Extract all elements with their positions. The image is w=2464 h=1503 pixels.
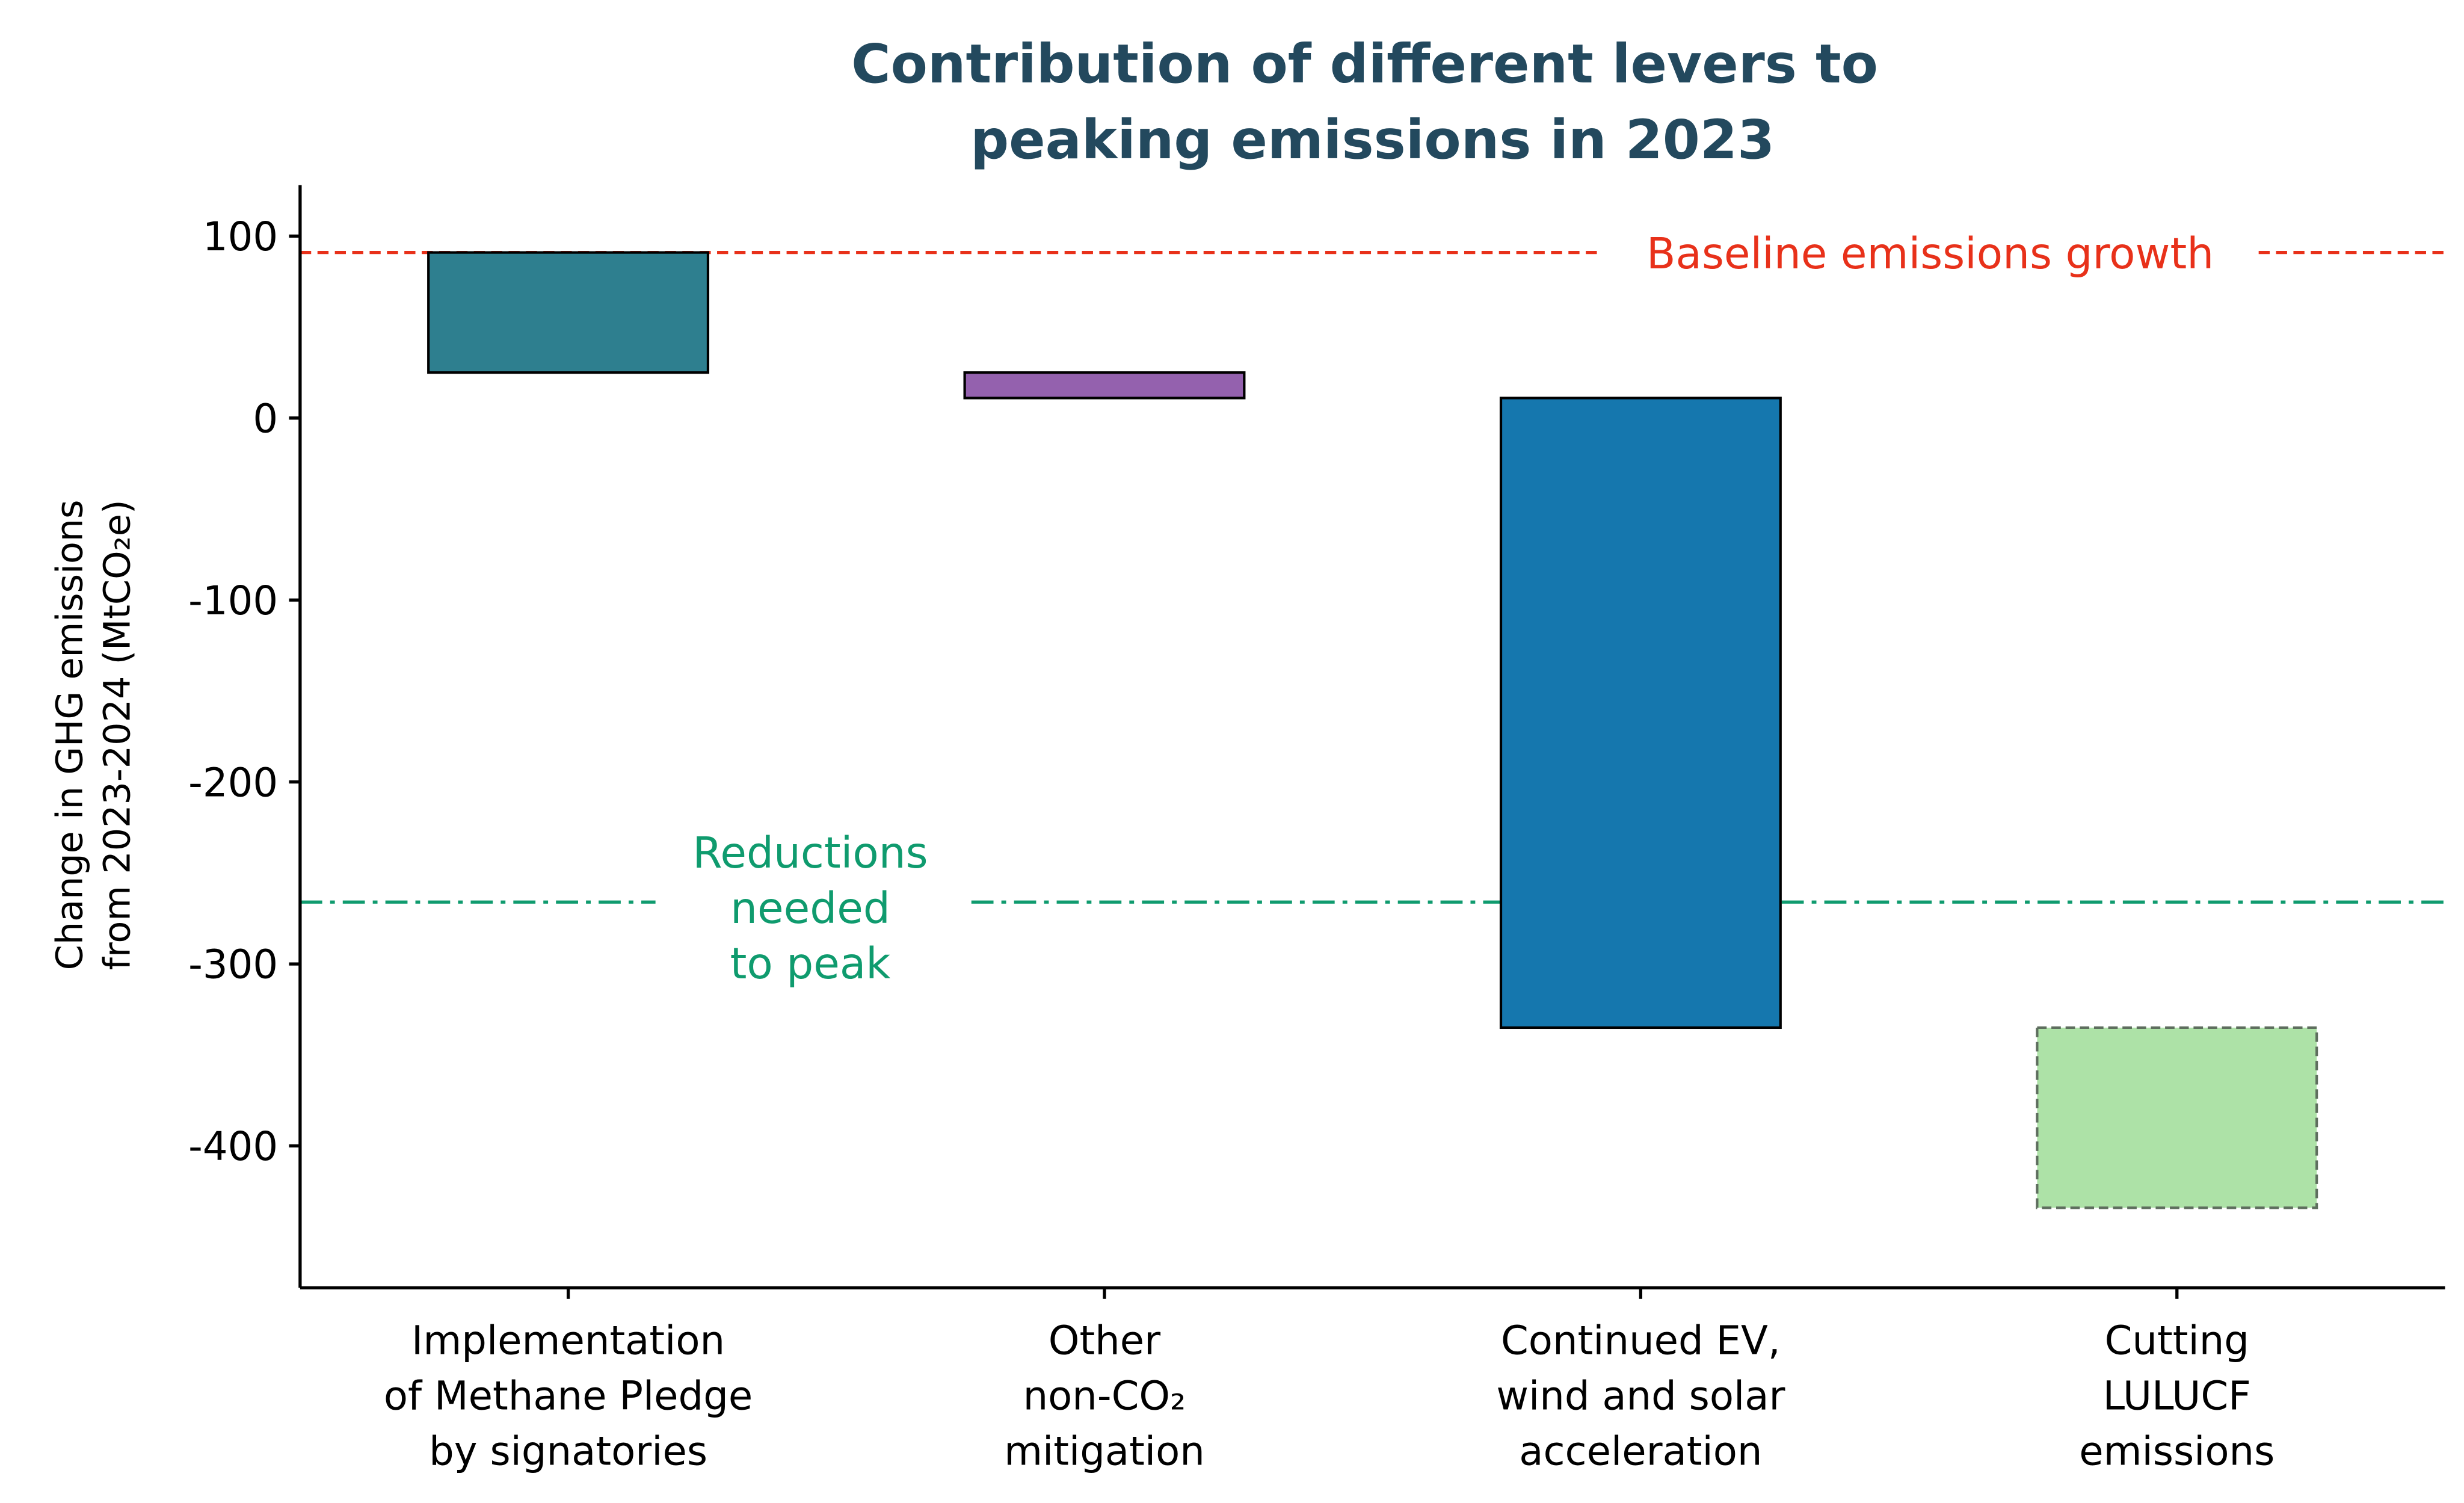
reductions-label: to peak [730,939,891,989]
bar-0 [427,251,710,374]
x-tick-label: of Methane Pledge [384,1374,753,1419]
y-tick-label: 0 [253,396,278,442]
baseline-label: Baseline emissions growth [1646,229,2214,279]
x-tick-label: Continued EV, [1501,1318,1781,1364]
bar-1 [963,371,1246,400]
y-tick-label: -300 [188,942,278,988]
y-tick-label: -100 [188,578,278,624]
x-tick-label: emissions [2079,1428,2275,1474]
x-tick-label: wind and solar [1496,1374,1785,1419]
title-line-2: peaking emissions in 2023 [970,109,1775,171]
chart-title: Contribution of different levers to peak… [851,33,1878,171]
x-tick-label: acceleration [1519,1428,1762,1474]
x-tick-label: mitigation [1004,1428,1205,1474]
y-axis-label: Change in GHG emissions from 2023-2024 (… [49,499,139,970]
x-tick-label: Implementation [411,1318,725,1364]
reductions-label: needed [730,883,890,933]
y-tick-label: 100 [203,214,278,260]
reductions-label: Reductions [692,828,928,878]
x-tick-label: non-CO₂ [1023,1374,1186,1419]
x-tick-label: Cutting [2105,1318,2249,1364]
bar-3 [2036,1026,2318,1209]
title-line-1: Contribution of different levers to [851,33,1878,96]
y-label-line-2: from 2023-2024 (MtCO₂e) [96,499,138,970]
y-tick-label: -400 [188,1124,278,1170]
bar-2 [1499,397,1782,1029]
x-tick-label: Other [1049,1318,1160,1364]
x-tick-label: LULUCF [2103,1374,2251,1419]
x-tick-label: by signatories [429,1428,707,1474]
y-tick-label: -200 [188,760,278,806]
y-label-line-1: Change in GHG emissions [49,500,91,971]
